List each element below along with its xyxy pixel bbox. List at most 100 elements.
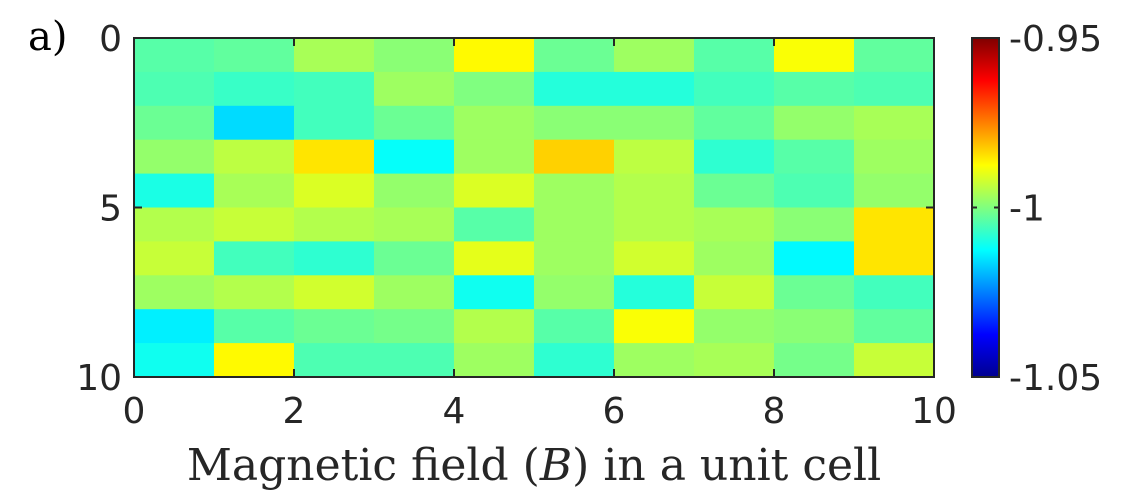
- heatmap-cell-r8-c3: [374, 309, 455, 344]
- heatmap-cell-r5-c7: [694, 207, 775, 242]
- heatmap-cell-r5-c6: [614, 207, 695, 242]
- heatmap-cell-r2-c8: [774, 105, 855, 141]
- x-axis-label-var: B: [539, 440, 572, 491]
- heatmap-cell-r7-c4: [454, 275, 535, 310]
- heatmap-cell-r4-c8: [774, 173, 855, 209]
- heatmap-cell-r7-c2: [294, 275, 375, 310]
- heatmap-cell-r0-c5: [534, 38, 615, 73]
- heatmap-cell-r7-c5: [534, 275, 615, 310]
- heatmap-cell-r2-c4: [454, 105, 535, 141]
- heatmap-cell-r9-c2: [294, 343, 375, 378]
- heatmap-cell-r6-c1: [214, 241, 295, 276]
- x-tick-label: 10: [911, 391, 957, 432]
- heatmap-cell-r4-c3: [374, 173, 455, 209]
- heatmap-cell-r3-c2: [294, 139, 375, 175]
- heatmap-cell-r2-c7: [694, 105, 775, 141]
- heatmap-cell-r1-c3: [374, 71, 455, 107]
- heatmap-cell-r6-c0: [134, 241, 215, 276]
- heatmap-cell-r7-c7: [694, 275, 775, 310]
- heatmap-cell-r4-c1: [214, 173, 295, 209]
- heatmap-cell-r4-c5: [534, 173, 615, 209]
- heatmap-cell-r9-c7: [694, 343, 775, 378]
- x-tick-label: 6: [603, 391, 626, 432]
- heatmap-cell-r6-c8: [774, 241, 855, 276]
- x-tick-label: 4: [443, 391, 466, 432]
- heatmap-cell-r1-c4: [454, 71, 535, 107]
- heatmap-cell-r0-c8: [774, 38, 855, 73]
- heatmap-cell-r8-c6: [614, 309, 695, 344]
- heatmap-cell-r8-c0: [134, 309, 215, 344]
- heatmap-cell-r5-c0: [134, 207, 215, 242]
- heatmap-cell-r0-c6: [614, 38, 695, 73]
- x-tick-label: 2: [283, 391, 306, 432]
- heatmap-cell-r0-c3: [374, 38, 455, 73]
- heatmap-cell-r3-c7: [694, 139, 775, 175]
- heatmap-cell-r3-c9: [854, 139, 935, 175]
- heatmap-cell-r7-c8: [774, 275, 855, 310]
- heatmap-cell-r1-c6: [614, 71, 695, 107]
- heatmap-cell-r9-c4: [454, 343, 535, 378]
- heatmap-cell-r9-c1: [214, 343, 295, 378]
- heatmap-cell-r6-c3: [374, 241, 455, 276]
- heatmap-cell-r0-c0: [134, 38, 215, 73]
- heatmap-cell-r3-c0: [134, 139, 215, 175]
- x-tick-label: 8: [763, 391, 786, 432]
- heatmap-cell-r0-c4: [454, 38, 535, 73]
- heatmap-cell-r1-c8: [774, 71, 855, 107]
- heatmap-cell-r5-c1: [214, 207, 295, 242]
- heatmap-cell-r9-c6: [614, 343, 695, 378]
- heatmap-cell-r5-c4: [454, 207, 535, 242]
- heatmap-cell-r2-c1: [214, 105, 295, 141]
- heatmap-cell-r1-c1: [214, 71, 295, 107]
- heatmap-cell-r5-c5: [534, 207, 615, 242]
- heatmap-cell-r6-c7: [694, 241, 775, 276]
- colorbar-tick-label: -0.95: [1009, 19, 1102, 60]
- heatmap-cell-r4-c0: [134, 173, 215, 209]
- heatmap-cell-r3-c8: [774, 139, 855, 175]
- heatmap-cell-r0-c2: [294, 38, 375, 73]
- heatmap-cell-r3-c4: [454, 139, 535, 175]
- heatmap-cell-r8-c4: [454, 309, 535, 344]
- heatmap-cell-r3-c5: [534, 139, 615, 175]
- y-tick-label: 5: [99, 189, 122, 230]
- heatmap-cell-r8-c7: [694, 309, 775, 344]
- colorbar-tick-label: -1: [1009, 189, 1045, 230]
- heatmap-cell-r2-c3: [374, 105, 455, 141]
- heatmap-cell-r3-c3: [374, 139, 455, 175]
- heatmap-cell-r2-c2: [294, 105, 375, 141]
- x-axis-label: Magnetic field (B) in a unit cell: [187, 440, 881, 491]
- heatmap-cell-r9-c5: [534, 343, 615, 378]
- heatmap-cell-r5-c3: [374, 207, 455, 242]
- heatmap-cell-r4-c4: [454, 173, 535, 209]
- heatmap-cell-r2-c0: [134, 105, 215, 141]
- x-tick-label: 0: [123, 391, 146, 432]
- heatmap-cell-r3-c1: [214, 139, 295, 175]
- heatmap-cell-r8-c5: [534, 309, 615, 344]
- heatmap-cell-r5-c8: [774, 207, 855, 242]
- heatmap-cell-r1-c5: [534, 71, 615, 107]
- panel-label: a): [28, 14, 67, 60]
- heatmap-cell-r4-c2: [294, 173, 375, 209]
- heatmap-cells: [134, 38, 935, 378]
- heatmap-cell-r1-c9: [854, 71, 935, 107]
- heatmap-cell-r4-c9: [854, 173, 935, 209]
- y-tick-label: 0: [99, 19, 122, 60]
- heatmap-cell-r2-c5: [534, 105, 615, 141]
- heatmap-cell-r1-c0: [134, 71, 215, 107]
- heatmap-cell-r8-c2: [294, 309, 375, 344]
- heatmap-cell-r6-c2: [294, 241, 375, 276]
- heatmap-cell-r2-c6: [614, 105, 695, 141]
- heatmap-cell-r1-c7: [694, 71, 775, 107]
- x-axis-label-suffix: in a unit cell: [589, 440, 881, 491]
- heatmap-cell-r9-c8: [774, 343, 855, 378]
- x-axis-label-prefix: Magnetic field: [187, 440, 523, 491]
- heatmap-cell-r6-c9: [854, 241, 935, 276]
- heatmap-cell-r6-c5: [534, 241, 615, 276]
- heatmap-cell-r7-c9: [854, 275, 935, 310]
- colorbar-tick-label: -1.05: [1009, 358, 1102, 399]
- heatmap-cell-r6-c4: [454, 241, 535, 276]
- heatmap-cell-r9-c3: [374, 343, 455, 378]
- heatmap-cell-r7-c1: [214, 275, 295, 310]
- heatmap-cell-r9-c9: [854, 343, 935, 378]
